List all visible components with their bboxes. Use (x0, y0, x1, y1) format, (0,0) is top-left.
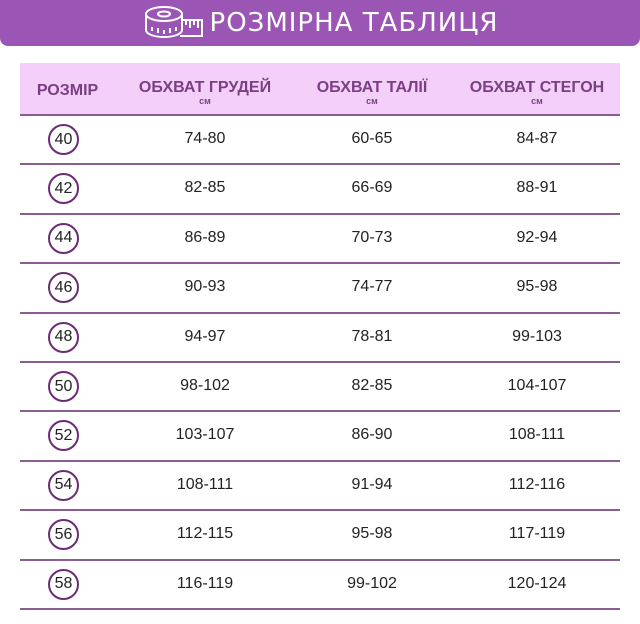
hips-value: 99-103 (512, 327, 562, 345)
waist-value: 86-90 (351, 426, 393, 444)
size-badge: 42 (48, 173, 79, 205)
size-badge: 46 (48, 272, 79, 304)
hips-value: 95-98 (516, 278, 558, 296)
size-badge: 44 (48, 222, 79, 254)
chest-value: 103-107 (175, 426, 235, 444)
hips-value: 117-119 (508, 525, 566, 543)
waist-value: 95-98 (351, 525, 393, 543)
measuring-tape-icon (144, 6, 203, 39)
waist-value: 99-102 (347, 574, 397, 592)
page-title: РОЗМІРНА ТАБЛИЦЯ (209, 8, 499, 38)
table-bottom-border (20, 608, 620, 610)
chest-value: 74-80 (184, 130, 226, 147)
waist-value: 74-77 (351, 278, 393, 296)
table-row: 52 103-107 86-90 108-111 (20, 410, 620, 461)
table-row: 40 74-80 60-65 84-87 (20, 114, 620, 165)
hips-value: 112-116 (508, 475, 566, 493)
chest-value: 116-119 (176, 574, 234, 592)
hips-value: 84-87 (516, 130, 558, 147)
size-badge: 54 (48, 469, 79, 501)
chest-value: 112-115 (176, 525, 234, 543)
table-row: 44 86-89 70-73 92-94 (20, 212, 620, 264)
table-row: 58 116-119 99-102 120-124 (20, 558, 620, 610)
chest-value: 108-111 (176, 475, 234, 493)
size-badge: 58 (48, 568, 79, 600)
table-header: РОЗМІР ОБХВАТ ГРУДЕЙ см ОБХВАТ ТАЛІЇ см ОБ… (20, 63, 620, 115)
table-row: 50 98-102 82-85 104-107 (20, 361, 620, 412)
chest-value: 90-93 (184, 278, 226, 296)
size-badge: 56 (48, 519, 79, 551)
header-size: РОЗМІР (36, 82, 99, 99)
waist-value: 60-65 (351, 130, 393, 147)
table-row: 48 94-97 78-81 99-103 (20, 311, 620, 363)
hips-value: 120-124 (507, 574, 567, 592)
waist-value: 82-85 (351, 377, 393, 394)
size-badge: 40 (48, 124, 79, 155)
waist-value: 66-69 (351, 179, 393, 197)
header-chest: ОБХВАТ ГРУДЕЙ см (138, 79, 272, 106)
size-badge: 50 (48, 371, 79, 402)
table-row: 46 90-93 74-77 95-98 (20, 262, 620, 313)
waist-value: 91-94 (351, 475, 393, 493)
hips-value: 88-91 (516, 179, 558, 197)
table-row: 54 108-111 91-94 112-116 (20, 459, 620, 511)
chest-value: 94-97 (184, 327, 226, 345)
table-row: 42 82-85 66-69 88-91 (20, 163, 620, 214)
table-row: 56 112-115 95-98 117-119 (20, 509, 620, 560)
header-hips: ОБХВАТ СТЕГОН см (469, 79, 605, 106)
waist-value: 70-73 (351, 228, 393, 246)
hips-value: 92-94 (516, 228, 558, 246)
chest-value: 82-85 (184, 179, 226, 197)
header-waist: ОБХВАТ ТАЛІЇ см (316, 79, 428, 106)
hips-value: 104-107 (507, 377, 567, 394)
chest-value: 98-102 (180, 377, 230, 394)
chest-value: 86-89 (184, 228, 226, 246)
size-badge: 52 (48, 420, 79, 452)
hips-value: 108-111 (508, 426, 566, 444)
size-badge: 48 (48, 321, 79, 353)
title-banner: РОЗМІРНА ТАБЛИЦЯ (0, 0, 640, 46)
waist-value: 78-81 (351, 327, 393, 345)
